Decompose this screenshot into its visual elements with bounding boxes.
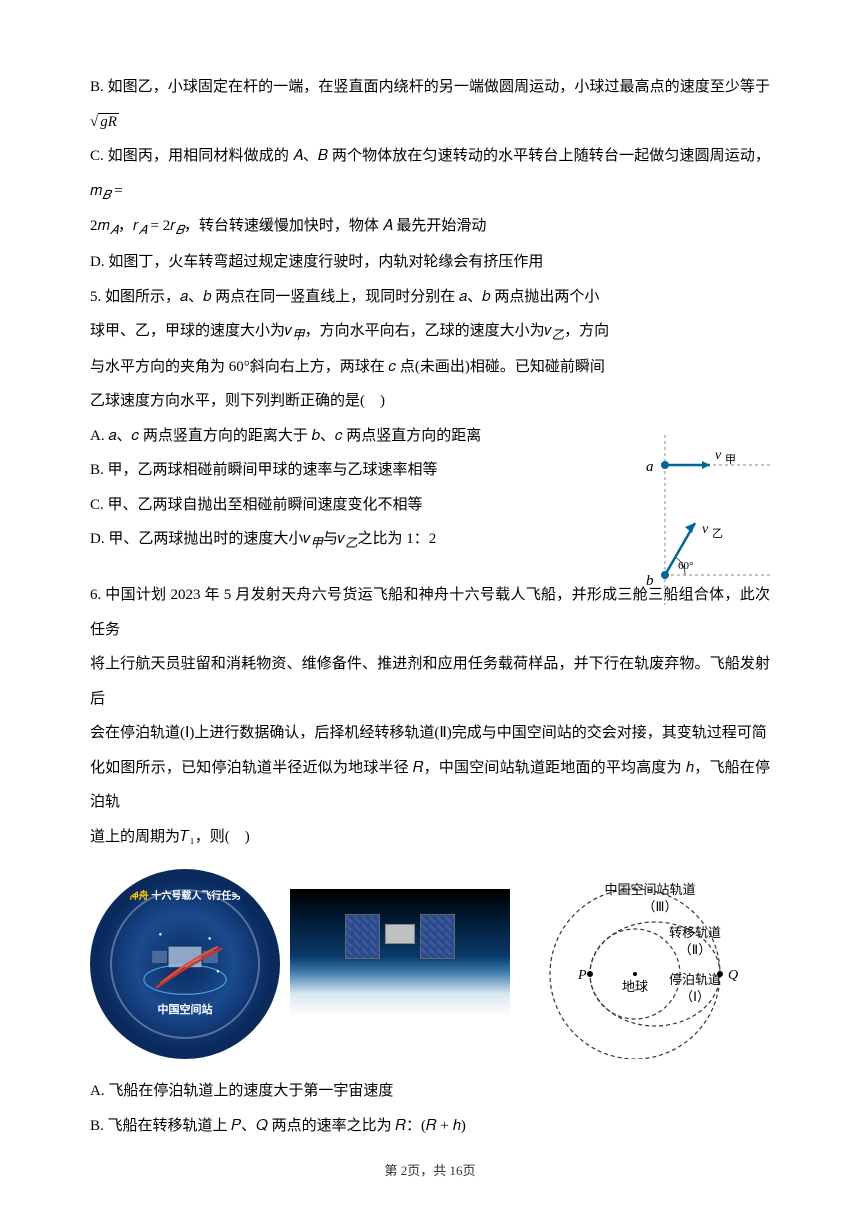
q4-option-d: D. 如图丁，火车转弯超过规定速度行驶时，内轨对轮缘会有挤压作用 <box>90 245 770 280</box>
page-footer: 第 2页，共 16页 <box>0 1156 860 1186</box>
orbit-diagram: 中国空间站轨道 （Ⅲ） 转移轨道 （Ⅱ） 停泊轨道 （Ⅰ） 地球 P Q <box>520 869 770 1059</box>
q6-stem-2: 将上行航天员驻留和消耗物资、维修备件、推进剂和应用任务载荷样品，并下行在轨废弃物… <box>90 647 770 716</box>
svg-text:（Ⅲ）: （Ⅲ） <box>643 899 678 914</box>
svg-text:a: a <box>646 459 654 475</box>
q4-option-c-line1: C. 如图丙，用相同材料做成的 𝐴、𝐵 两个物体放在匀速转动的水平转台上随转台一… <box>90 139 770 209</box>
svg-text:v: v <box>715 448 722 463</box>
q6-stem-5: 道上的周期为𝑇₁，则( ) <box>90 820 770 855</box>
q6-stem-4: 化如图所示，已知停泊轨道半径近似为地球半径 𝑅，中国空间站轨道距地面的平均高度为… <box>90 751 770 820</box>
q6-option-a: A. 飞船在停泊轨道上的速度大于第一宇宙速度 <box>90 1074 770 1109</box>
q5-stem-1: 5. 如图所示，𝑎、𝑏 两点在同一竖直线上，现同时分别在 𝑎、𝑏 两点抛出两个小 <box>90 280 770 315</box>
svg-text:P: P <box>577 968 587 983</box>
svg-text:转移轨道: 转移轨道 <box>669 925 721 940</box>
svg-text:v: v <box>702 522 709 537</box>
svg-text:地球: 地球 <box>622 979 648 994</box>
svg-text:（Ⅱ）: （Ⅱ） <box>679 942 711 957</box>
q5-stem-3: 与水平方向的夹角为 60°斜向右上方，两球在 𝑐 点(未画出)相碰。已知碰前瞬间 <box>90 350 770 385</box>
svg-text:停泊轨道: 停泊轨道 <box>669 972 721 987</box>
q5-stem-4: 乙球速度方向水平，则下列判断正确的是( ) <box>90 384 770 419</box>
svg-text:60°: 60° <box>678 560 693 572</box>
svg-text:Q: Q <box>728 968 738 983</box>
page-content: B. 如图乙，小球固定在杆的一端，在竖直面内绕杆的另一端做圆周运动，小球过最高点… <box>90 70 770 1143</box>
earth-satellite-photo <box>290 889 510 1039</box>
svg-text:b: b <box>646 573 654 589</box>
q4-option-c-line2: 2𝑚𝐴，𝑟𝐴 = 2𝑟𝐵，转台转速缓慢加快时，物体 𝐴 最先开始滑动 <box>90 209 770 245</box>
q4-option-b: B. 如图乙，小球固定在杆的一端，在竖直面内绕杆的另一端做圆周运动，小球过最高点… <box>90 70 770 139</box>
q6-images-row: 神舟 十六号载人飞行任务 中国空间站 <box>90 869 770 1059</box>
mission-badge-icon: 神舟 十六号载人飞行任务 中国空间站 <box>90 869 280 1059</box>
svg-text:（Ⅰ）: （Ⅰ） <box>680 989 710 1004</box>
q6-stem-3: 会在停泊轨道(Ⅰ)上进行数据确认，后择机经转移轨道(Ⅱ)完成与中国空间站的交会对… <box>90 716 770 751</box>
svg-text:甲: 甲 <box>725 454 736 466</box>
sqrt-gR: √gR <box>90 113 119 130</box>
svg-text:乙: 乙 <box>712 527 723 540</box>
q5-diagram: a b v 甲 v 乙 60° <box>640 435 770 605</box>
q5-stem-2: 球甲、乙，甲球的速度大小为𝑣甲，方向水平向右，乙球的速度大小为𝑣乙，方向 <box>90 314 770 350</box>
q5-block: a b v 甲 v 乙 60° 5. 如图所示，𝑎、𝑏 两点在同一竖直线上，现同… <box>90 280 770 559</box>
q6-option-b: B. 飞船在转移轨道上 𝑃、𝑄 两点的速率之比为 𝑅：(𝑅 + ℎ) <box>90 1109 770 1144</box>
svg-text:中国空间站轨道: 中国空间站轨道 <box>604 882 695 897</box>
